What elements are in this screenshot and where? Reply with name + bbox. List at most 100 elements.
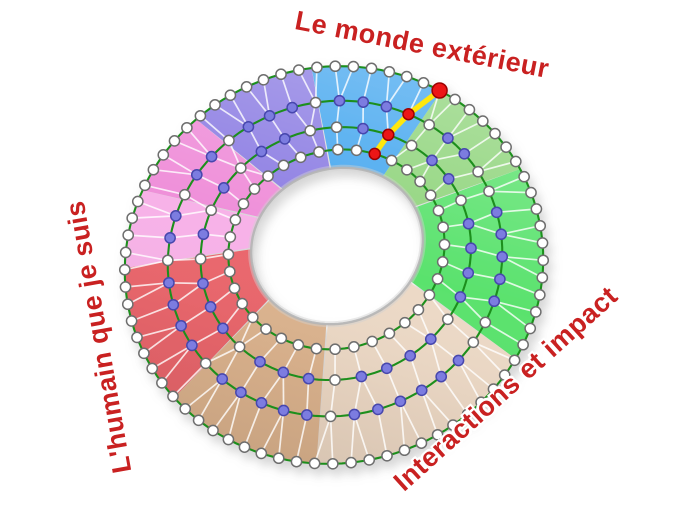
mesh-node[interactable] [234, 162, 247, 174]
mesh-node[interactable] [125, 315, 138, 327]
mesh-node[interactable] [222, 433, 235, 446]
mesh-node[interactable] [329, 343, 341, 356]
mesh-node[interactable] [292, 339, 305, 351]
mesh-node[interactable] [467, 336, 480, 349]
mesh-node[interactable] [260, 323, 272, 335]
mesh-node[interactable] [495, 228, 508, 241]
mesh-node[interactable] [179, 403, 192, 415]
mesh-node[interactable] [366, 335, 379, 348]
mesh-node[interactable] [277, 404, 290, 417]
mesh-node[interactable] [436, 256, 449, 268]
mesh-node[interactable] [452, 354, 465, 367]
mesh-node[interactable] [246, 311, 259, 324]
mesh-node[interactable] [197, 228, 210, 241]
mesh-node[interactable] [119, 246, 132, 259]
mesh-node[interactable] [383, 65, 396, 78]
mesh-node[interactable] [449, 93, 461, 106]
mesh-node[interactable] [475, 396, 487, 409]
mesh-node[interactable] [494, 273, 506, 286]
mesh-node[interactable] [126, 212, 139, 224]
mesh-node[interactable] [381, 449, 393, 462]
mesh-node[interactable] [524, 322, 537, 335]
mesh-node[interactable] [435, 370, 448, 383]
mesh-node[interactable] [488, 295, 501, 308]
mesh-node[interactable] [432, 204, 445, 217]
mesh-node[interactable] [404, 349, 417, 362]
highlight-node[interactable] [402, 107, 415, 121]
mesh-node[interactable] [131, 195, 144, 208]
mesh-node[interactable] [238, 441, 251, 453]
mesh-node[interactable] [194, 109, 207, 122]
mesh-node[interactable] [383, 327, 396, 340]
mesh-node[interactable] [223, 134, 235, 147]
mesh-node[interactable] [192, 414, 205, 427]
mesh-node[interactable] [204, 301, 217, 313]
mesh-node[interactable] [517, 338, 529, 351]
mesh-node[interactable] [394, 395, 407, 408]
mesh-node[interactable] [242, 120, 255, 133]
mesh-node[interactable] [139, 179, 151, 192]
mesh-node[interactable] [272, 452, 285, 465]
mesh-node[interactable] [237, 197, 250, 210]
mesh-node[interactable] [398, 444, 411, 457]
mesh-node[interactable] [483, 185, 495, 198]
mesh-node[interactable] [163, 276, 175, 289]
mesh-node[interactable] [508, 354, 521, 367]
mesh-node[interactable] [217, 322, 229, 335]
mesh-node[interactable] [533, 289, 546, 301]
mesh-node[interactable] [138, 347, 150, 360]
mesh-node[interactable] [438, 238, 451, 251]
mesh-node[interactable] [286, 101, 299, 114]
mesh-node[interactable] [534, 219, 547, 232]
mesh-node[interactable] [345, 456, 357, 469]
mesh-node[interactable] [248, 183, 261, 195]
mesh-node[interactable] [465, 242, 477, 255]
mesh-node[interactable] [476, 115, 489, 127]
mesh-node[interactable] [304, 124, 317, 137]
mesh-node[interactable] [487, 383, 500, 395]
mesh-node[interactable] [199, 357, 212, 370]
mesh-node[interactable] [348, 341, 360, 353]
mesh-node[interactable] [355, 370, 368, 383]
mesh-node[interactable] [119, 281, 132, 293]
mesh-node[interactable] [333, 94, 346, 107]
mesh-node[interactable] [405, 139, 418, 152]
mesh-node[interactable] [447, 419, 459, 431]
mesh-node[interactable] [277, 366, 290, 379]
mesh-node[interactable] [330, 121, 343, 134]
mesh-node[interactable] [224, 231, 237, 243]
mesh-node[interactable] [311, 61, 323, 74]
mesh-node[interactable] [401, 163, 413, 176]
mesh-node[interactable] [278, 133, 291, 145]
highlight-node[interactable] [431, 82, 448, 99]
mesh-node[interactable] [156, 377, 168, 389]
mesh-node[interactable] [529, 306, 542, 318]
mesh-node[interactable] [380, 362, 393, 375]
mesh-node[interactable] [329, 374, 341, 386]
mesh-node[interactable] [462, 217, 475, 230]
mesh-node[interactable] [236, 297, 249, 310]
mesh-node[interactable] [350, 144, 363, 157]
highlight-node[interactable] [382, 128, 395, 142]
mesh-node[interactable] [290, 455, 303, 468]
mesh-node[interactable] [372, 403, 384, 416]
mesh-node[interactable] [146, 362, 159, 375]
mesh-node[interactable] [442, 132, 454, 144]
mesh-node[interactable] [490, 206, 503, 219]
mesh-node[interactable] [294, 151, 307, 164]
mesh-node[interactable] [229, 214, 242, 226]
mesh-node[interactable] [262, 170, 274, 182]
mesh-node[interactable] [399, 316, 411, 329]
mesh-node[interactable] [216, 373, 229, 385]
mesh-node[interactable] [489, 127, 501, 140]
mesh-node[interactable] [186, 339, 198, 352]
mesh-node[interactable] [255, 397, 268, 409]
mesh-node[interactable] [415, 384, 428, 397]
mesh-node[interactable] [197, 277, 209, 290]
mesh-node[interactable] [190, 168, 203, 181]
mesh-node[interactable] [537, 254, 550, 267]
mesh-node[interactable] [205, 204, 218, 217]
mesh-node[interactable] [121, 298, 134, 311]
mesh-node[interactable] [412, 303, 425, 316]
mesh-node[interactable] [292, 64, 305, 76]
